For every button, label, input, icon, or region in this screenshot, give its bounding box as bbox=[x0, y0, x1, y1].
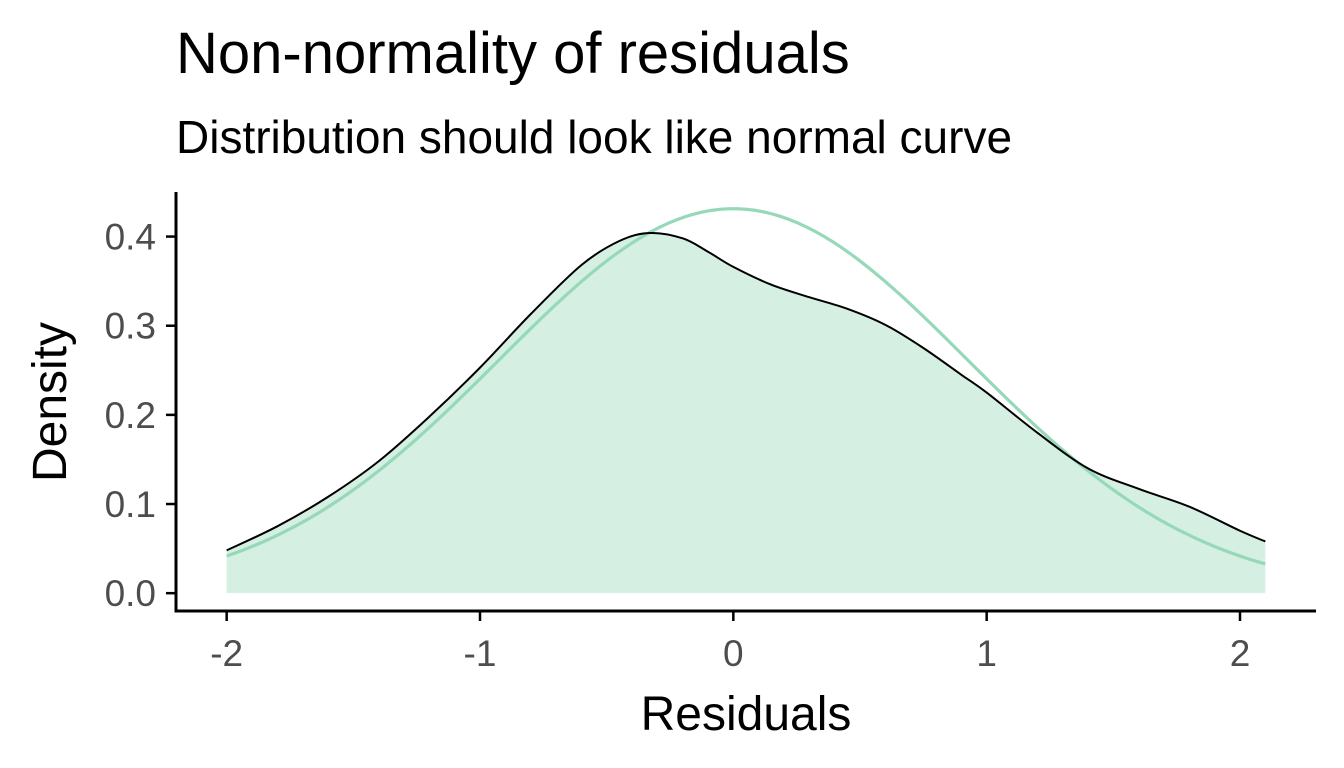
x-axis-ticks: -2 -1 0 1 2 bbox=[210, 611, 1250, 674]
x-tick-label: 0 bbox=[723, 633, 744, 674]
y-axis-ticks: 0.0 0.1 0.2 0.3 0.4 bbox=[105, 217, 176, 614]
x-tick-label: -1 bbox=[464, 633, 497, 674]
normal-curve-line bbox=[226, 207, 1266, 566]
x-axis-title: Residuals bbox=[641, 688, 852, 741]
density-outline bbox=[226, 231, 1266, 552]
chart-title: Non-normality of residuals bbox=[176, 21, 850, 86]
plot-area bbox=[226, 207, 1266, 594]
y-tick-label: 0.2 bbox=[105, 395, 156, 436]
y-tick-label: 0.3 bbox=[105, 306, 156, 347]
density-area bbox=[226, 232, 1266, 594]
y-axis-title: Density bbox=[24, 322, 77, 482]
y-tick-label: 0.4 bbox=[105, 217, 156, 258]
y-tick-label: 0.0 bbox=[105, 573, 156, 614]
chart-subtitle: Distribution should look like normal cur… bbox=[176, 111, 1012, 163]
x-tick-label: 2 bbox=[1230, 633, 1251, 674]
y-tick-label: 0.1 bbox=[105, 484, 156, 525]
x-tick-label: 1 bbox=[976, 633, 997, 674]
x-tick-label: -2 bbox=[210, 633, 243, 674]
